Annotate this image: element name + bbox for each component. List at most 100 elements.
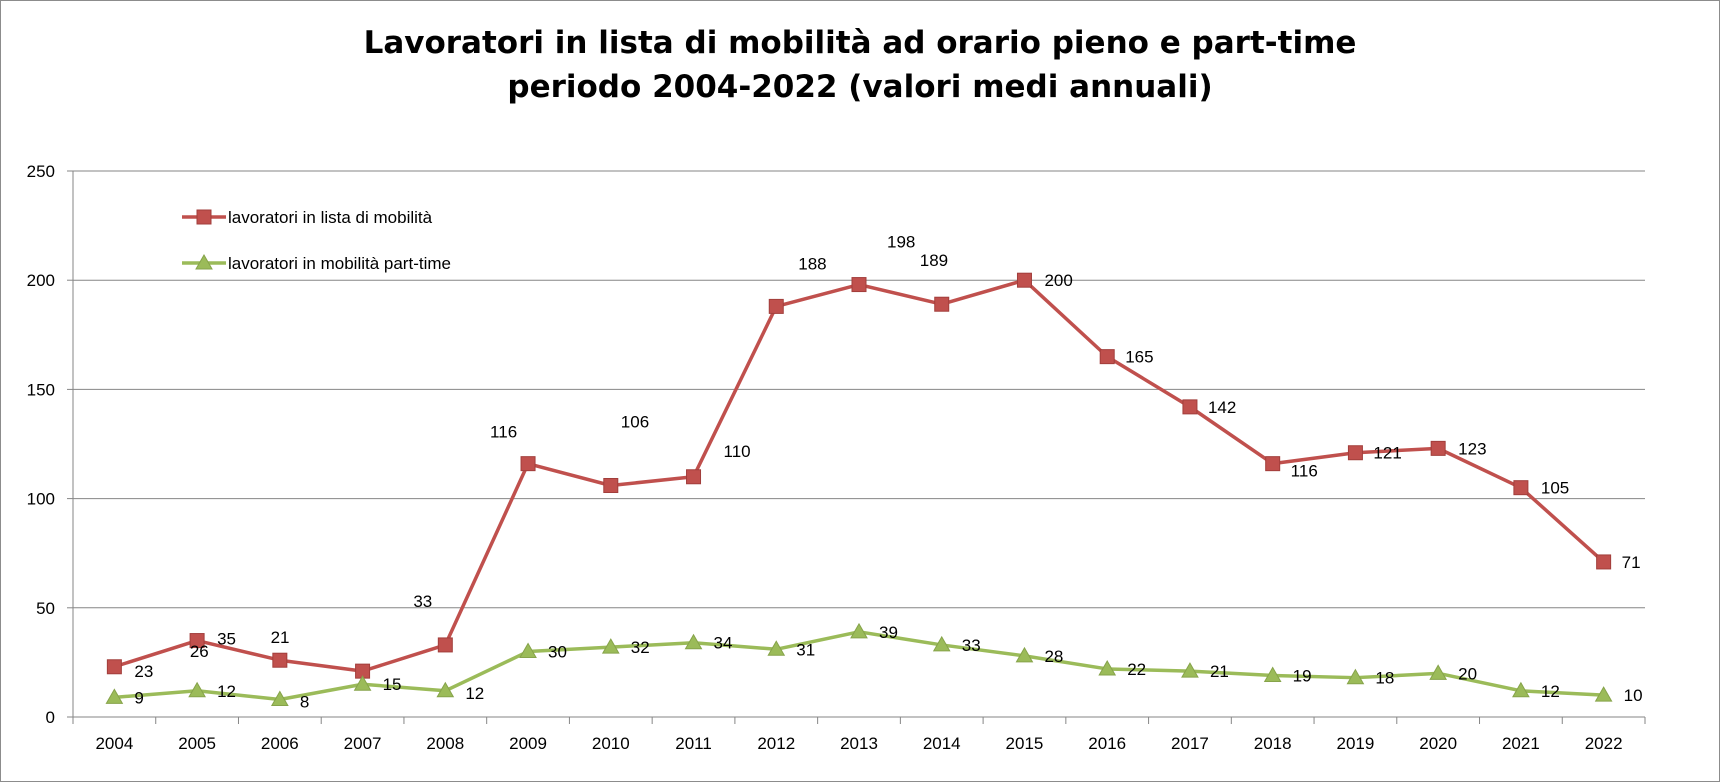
- chart-title-line-1: Lavoratori in lista di mobilità ad orari…: [363, 25, 1357, 61]
- x-tick-label: 2015: [1006, 734, 1044, 753]
- data-point-part-time: [1346, 668, 1365, 685]
- data-label-mobilita: 116: [1291, 462, 1318, 481]
- data-label-part-time: 12: [1541, 682, 1560, 701]
- data-point-part-time: [1594, 686, 1613, 702]
- data-point-mobilita: [272, 652, 288, 668]
- data-label-mobilita: 188: [798, 254, 826, 273]
- legend-marker: [196, 209, 212, 225]
- x-tick-label: 2022: [1585, 734, 1623, 753]
- data-label-mobilita: 26: [190, 642, 209, 661]
- x-tick-label: 2017: [1171, 734, 1209, 753]
- y-tick-label: 100: [27, 490, 55, 509]
- data-label-mobilita: 23: [134, 662, 153, 681]
- data-label-mobilita: 200: [1044, 271, 1072, 290]
- data-label-part-time: 34: [714, 634, 733, 653]
- data-label-part-time: 20: [1458, 664, 1477, 683]
- x-tick-label: 2014: [923, 734, 961, 753]
- data-point-part-time: [684, 633, 703, 650]
- data-label-part-time: 12: [217, 682, 236, 701]
- data-label-mobilita: 110: [724, 442, 751, 461]
- y-tick-label: 250: [27, 162, 55, 181]
- data-point-part-time: [353, 675, 372, 691]
- data-label-part-time: 10: [1624, 686, 1643, 705]
- data-point-mobilita: [1099, 349, 1115, 365]
- data-point-mobilita: [1347, 445, 1363, 461]
- data-point-mobilita: [1596, 554, 1612, 570]
- data-label-part-time: 18: [1375, 669, 1394, 688]
- x-tick-label: 2004: [95, 734, 133, 753]
- data-point-part-time: [1263, 666, 1282, 683]
- series-line-mobilita: [113, 278, 1605, 673]
- data-point-mobilita: [934, 296, 950, 312]
- data-point-mobilita: [768, 298, 784, 314]
- data-point-mobilita: [106, 659, 122, 675]
- data-point-mobilita: [189, 633, 205, 649]
- y-tick-label: 200: [27, 271, 55, 290]
- x-tick-label: 2007: [344, 734, 382, 753]
- data-label-part-time: 9: [134, 688, 143, 707]
- data-point-part-time: [932, 635, 951, 652]
- data-point-part-time: [105, 688, 124, 704]
- x-tick-label: 2010: [592, 734, 630, 753]
- data-point-mobilita: [1016, 272, 1032, 288]
- data-point-part-time: [1181, 662, 1199, 678]
- data-label-part-time: 28: [1044, 647, 1063, 666]
- data-label-part-time: 32: [631, 638, 650, 657]
- data-label-part-time: 22: [1127, 660, 1146, 679]
- data-label-part-time: 30: [548, 642, 567, 661]
- data-label-part-time: 15: [383, 675, 402, 694]
- y-tick-label: 50: [36, 599, 55, 618]
- data-label-mobilita: 121: [1373, 444, 1401, 463]
- y-tick-label: 0: [46, 708, 55, 727]
- data-label-part-time: 8: [300, 693, 309, 712]
- data-point-part-time: [1098, 659, 1117, 676]
- data-label-mobilita: 116: [490, 423, 517, 442]
- data-point-part-time: [601, 638, 620, 654]
- data-label-part-time: 19: [1293, 667, 1312, 686]
- data-label-mobilita: 198: [887, 233, 915, 252]
- data-point-part-time: [270, 690, 289, 707]
- x-tick-label: 2012: [757, 734, 795, 753]
- data-point-mobilita: [437, 637, 453, 653]
- x-tick-label: 2013: [840, 734, 878, 753]
- x-tick-label: 2009: [509, 734, 547, 753]
- data-label-mobilita: 35: [217, 630, 236, 649]
- data-label-part-time: 31: [796, 640, 815, 659]
- data-point-mobilita: [1513, 480, 1529, 496]
- data-point-part-time: [188, 681, 206, 698]
- data-point-part-time: [767, 640, 786, 656]
- data-label-mobilita: 33: [413, 592, 432, 611]
- x-tick-label: 2020: [1419, 734, 1457, 753]
- x-tick-label: 2019: [1337, 734, 1375, 753]
- legend-label: lavoratori in lista di mobilità: [228, 208, 433, 227]
- legend-label: lavoratori in mobilità part-time: [228, 254, 451, 273]
- data-label-part-time: 33: [962, 636, 981, 655]
- data-point-mobilita: [1182, 399, 1198, 415]
- x-tick-label: 2016: [1088, 734, 1126, 753]
- data-label-part-time: 39: [879, 623, 898, 642]
- data-point-part-time: [1015, 646, 1034, 663]
- x-tick-label: 2021: [1502, 734, 1540, 753]
- x-tick-label: 2011: [675, 734, 712, 753]
- data-label-mobilita: 21: [271, 628, 290, 647]
- data-point-part-time: [850, 622, 868, 639]
- series-line-part-time: [114, 630, 1604, 702]
- data-point-mobilita: [686, 469, 702, 485]
- data-point-part-time: [519, 642, 537, 658]
- data-point-mobilita: [851, 277, 867, 293]
- data-label-mobilita: 142: [1208, 398, 1236, 417]
- data-point-part-time: [1512, 681, 1530, 698]
- data-point-mobilita: [1430, 440, 1446, 456]
- data-point-mobilita: [1265, 456, 1281, 472]
- x-tick-label: 2008: [426, 734, 464, 753]
- chart-title-line-2: periodo 2004-2022 (valori medi annuali): [507, 69, 1213, 105]
- data-label-part-time: 21: [1210, 662, 1229, 681]
- data-label-part-time: 12: [465, 684, 484, 703]
- data-point-mobilita: [603, 477, 619, 493]
- x-tick-label: 2006: [261, 734, 299, 753]
- data-point-part-time: [436, 681, 455, 698]
- data-label-mobilita: 105: [1541, 479, 1569, 498]
- data-label-mobilita: 189: [920, 251, 948, 270]
